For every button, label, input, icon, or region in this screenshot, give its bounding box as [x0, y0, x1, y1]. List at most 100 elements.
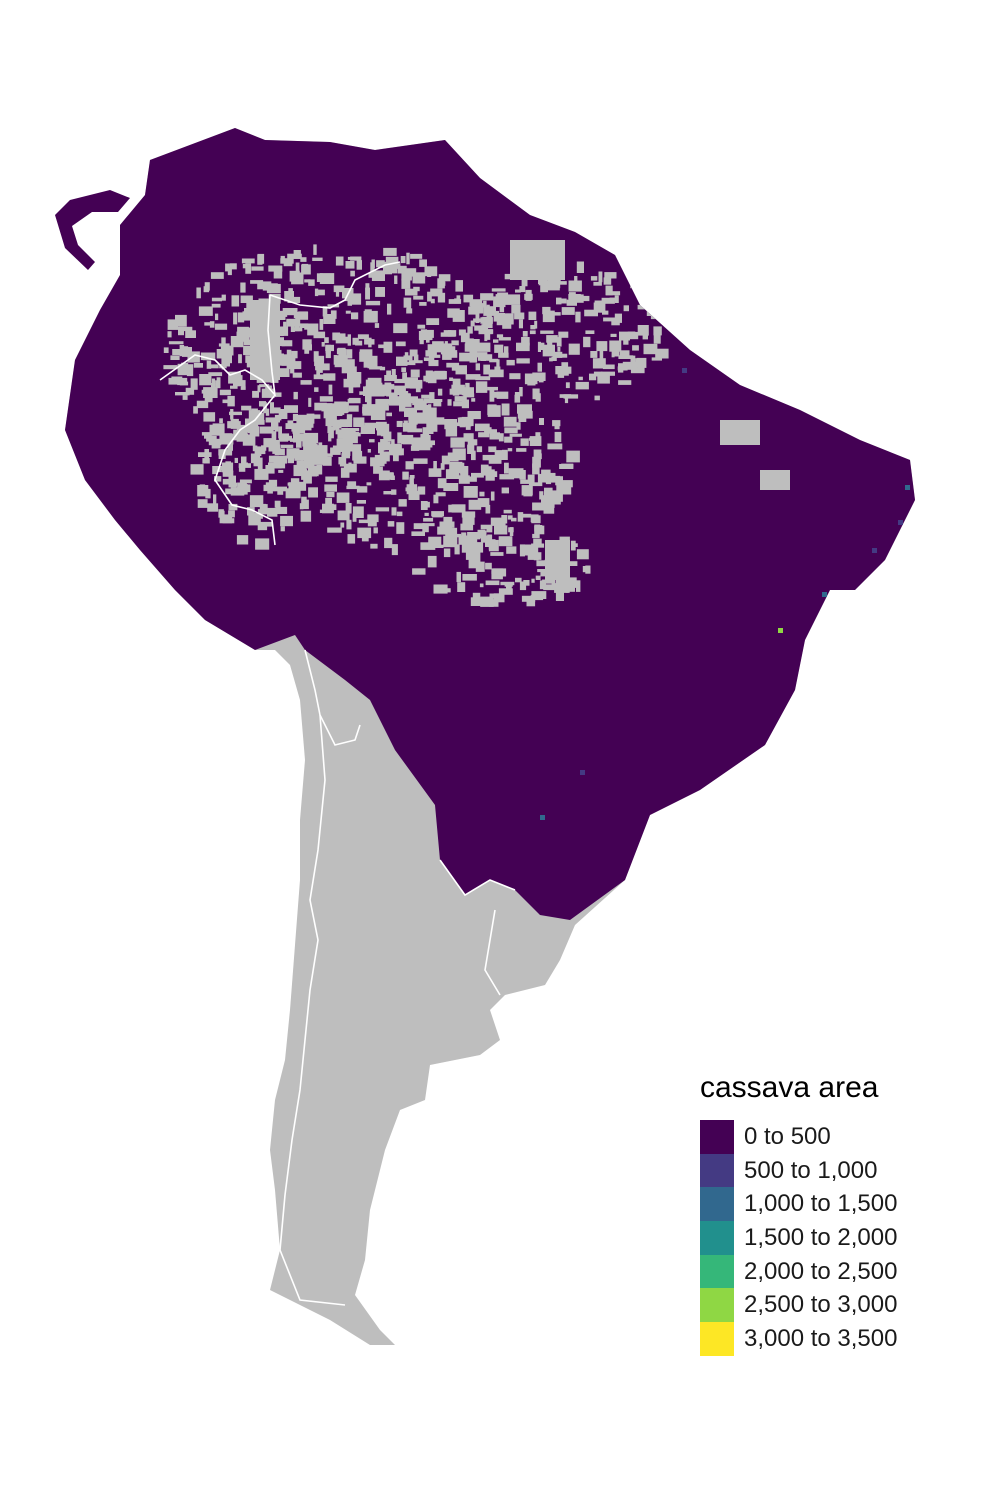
no-data-patch: [433, 584, 448, 594]
border-chile-argentina: [279, 714, 346, 1306]
no-data-patch: [225, 488, 231, 495]
no-data-patch: [441, 455, 450, 465]
no-data-patch: [341, 361, 355, 374]
no-data-patch: [427, 555, 437, 568]
no-data-patch: [267, 483, 273, 494]
no-data-patch: [531, 591, 547, 599]
no-data-patch: [435, 492, 446, 497]
no-data-patch: [340, 522, 345, 528]
no-data-patch: [643, 343, 658, 355]
no-data-patch: [293, 391, 298, 400]
no-data-patch: [267, 283, 278, 289]
no-data-patch: [304, 279, 311, 283]
no-data-patch: [210, 272, 224, 279]
no-data-patch: [236, 535, 249, 545]
no-data-patch: [539, 491, 544, 500]
no-data-patch: [293, 464, 303, 477]
no-data-patch: [268, 455, 279, 463]
no-data-patch: [363, 355, 378, 368]
no-data-patch: [559, 370, 569, 376]
no-data-patch: [357, 527, 372, 539]
no-data-patch: [363, 386, 372, 396]
no-data-patch: [163, 365, 178, 370]
no-data-patch: [585, 330, 595, 334]
no-data-patch: [292, 413, 298, 421]
no-data-patch: [278, 426, 282, 439]
no-data-patch: [375, 287, 385, 297]
no-data-patch: [248, 515, 261, 526]
no-data-patch: [463, 486, 478, 498]
no-data-patch: [206, 435, 217, 442]
no-data-patch: [561, 307, 575, 315]
no-data-patch: [493, 391, 499, 398]
no-data-patch: [417, 324, 426, 329]
no-data-patch: [494, 313, 505, 317]
no-data-patch: [175, 392, 190, 396]
no-data-patch: [245, 355, 254, 363]
no-data-patch: [303, 417, 314, 428]
no-data-patch: [415, 272, 426, 284]
no-data-patch: [540, 281, 548, 293]
no-data-patch: [442, 352, 452, 360]
higher-class-hotspots: [540, 368, 910, 820]
no-data-patch: [419, 339, 424, 345]
no-data-patch: [221, 462, 234, 473]
no-data-patch: [314, 387, 319, 392]
no-data-patch: [475, 561, 485, 572]
no-data-patch: [277, 490, 284, 495]
no-data-patch: [431, 511, 444, 517]
no-data-patch: [303, 472, 312, 484]
no-data-patch: [365, 283, 370, 289]
no-data-patch: [270, 407, 281, 414]
legend-swatch: [700, 1220, 734, 1255]
no-data-patch: [211, 297, 222, 302]
no-data-patch: [247, 434, 252, 441]
no-data-patch: [545, 472, 556, 483]
no-data-patch: [332, 445, 338, 449]
no-data-patch: [318, 442, 323, 447]
no-data-patch: [630, 364, 645, 374]
no-data-patch: [373, 527, 378, 534]
no-data-patch: [251, 408, 258, 420]
no-data-patch: [542, 344, 555, 357]
no-data-patch: [394, 378, 407, 384]
no-data-patch: [493, 568, 507, 577]
no-data-patch: [375, 398, 389, 411]
no-data-patch: [465, 536, 478, 546]
no-data-patch: [402, 471, 409, 480]
no-data-patch: [552, 420, 561, 427]
no-data-patch: [437, 526, 451, 535]
legend-label: 1,500 to 2,000: [744, 1223, 898, 1251]
no-data-patch: [330, 310, 337, 319]
no-data-patch: [430, 288, 443, 297]
no-data-patch: [448, 504, 459, 513]
no-data-patch: [272, 444, 281, 454]
no-data-patch: [519, 286, 526, 293]
no-data-patch: [381, 472, 394, 480]
no-data-patch: [198, 306, 213, 316]
no-data-patch: [338, 351, 343, 357]
no-data-patch: [494, 344, 504, 353]
no-data-patch: [413, 523, 425, 530]
no-data-patch: [533, 538, 542, 546]
legend-swatch: [700, 1119, 734, 1154]
no-data-patch: [259, 447, 266, 455]
no-data-patch: [479, 583, 484, 588]
no-data-patch: [261, 388, 275, 398]
no-data-patch: [385, 256, 399, 267]
no-data-patch: [521, 485, 533, 496]
no-data-patch: [535, 575, 541, 580]
no-data-patch: [496, 391, 509, 399]
no-data-patch: [229, 263, 237, 270]
no-data-patch: [457, 582, 466, 592]
no-data-patch: [374, 454, 387, 464]
no-data-patch: [329, 427, 334, 439]
no-data-patch: [499, 474, 515, 480]
no-data-patch: [515, 289, 521, 293]
no-data-patch: [448, 299, 462, 304]
no-data-patch: [460, 332, 470, 343]
no-data-patch: [406, 300, 411, 310]
no-data-patch: [287, 435, 292, 441]
no-data-patch: [720, 420, 760, 445]
no-data-patch: [566, 582, 570, 593]
